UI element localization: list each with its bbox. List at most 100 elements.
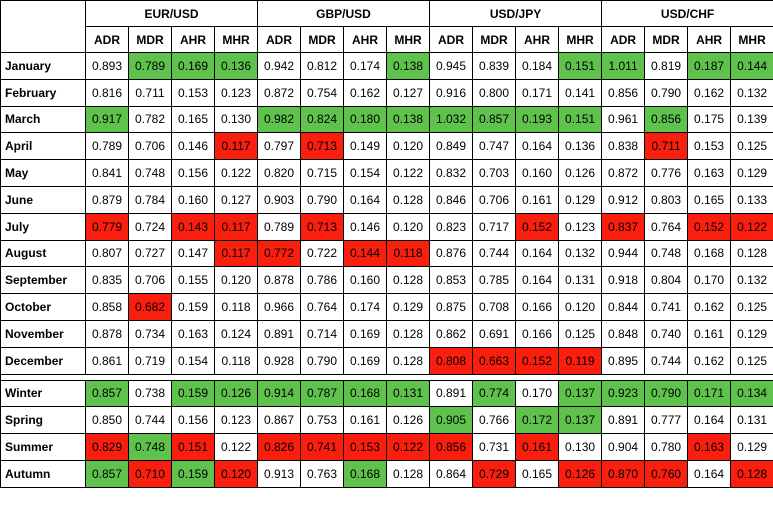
data-cell: 0.715 [301,160,344,187]
data-cell: 0.168 [344,460,387,487]
data-cell: 0.123 [559,213,602,240]
data-cell: 0.861 [86,347,129,374]
metric-header: AHR [344,27,387,53]
data-cell: 0.161 [516,434,559,461]
data-cell: 0.691 [473,320,516,347]
data-cell: 0.966 [258,294,301,321]
data-cell: 0.748 [129,434,172,461]
data-cell: 0.786 [301,267,344,294]
data-cell: 0.149 [344,133,387,160]
data-cell: 0.163 [172,320,215,347]
data-cell: 0.837 [602,213,645,240]
data-cell: 0.160 [344,267,387,294]
data-cell: 0.159 [172,380,215,407]
data-cell: 0.717 [473,213,516,240]
metric-header: ADR [258,27,301,53]
data-cell: 0.848 [602,320,645,347]
row-label: Winter [1,380,86,407]
data-cell: 0.764 [301,294,344,321]
data-cell: 0.850 [86,407,129,434]
data-cell: 0.779 [86,213,129,240]
data-cell: 0.123 [215,407,258,434]
data-cell: 0.122 [215,160,258,187]
data-cell: 0.893 [86,53,129,80]
data-cell: 0.125 [559,320,602,347]
data-cell: 0.800 [473,79,516,106]
data-cell: 0.161 [516,186,559,213]
data-cell: 0.824 [301,106,344,133]
data-cell: 0.129 [387,294,430,321]
metric-header: AHR [688,27,731,53]
data-cell: 0.144 [731,53,773,80]
data-cell: 0.872 [602,160,645,187]
data-cell: 0.174 [344,294,387,321]
data-cell: 0.727 [129,240,172,267]
data-cell: 0.891 [602,407,645,434]
data-cell: 0.131 [387,380,430,407]
row-label: June [1,186,86,213]
data-cell: 0.128 [387,267,430,294]
metric-header: MDR [129,27,172,53]
data-cell: 0.124 [215,320,258,347]
data-cell: 0.682 [129,294,172,321]
data-cell: 0.125 [731,347,773,374]
data-cell: 0.117 [215,133,258,160]
row-label: December [1,347,86,374]
data-cell: 0.159 [172,294,215,321]
data-cell: 0.153 [344,434,387,461]
row-label: Autumn [1,460,86,487]
data-cell: 0.857 [86,380,129,407]
data-cell: 0.789 [258,213,301,240]
data-cell: 0.118 [215,347,258,374]
data-cell: 0.164 [344,186,387,213]
data-cell: 0.171 [516,79,559,106]
data-cell: 0.120 [387,133,430,160]
data-cell: 0.797 [258,133,301,160]
data-cell: 0.117 [215,240,258,267]
data-cell: 0.187 [688,53,731,80]
row-label: August [1,240,86,267]
data-cell: 0.165 [172,106,215,133]
data-cell: 0.812 [301,53,344,80]
data-cell: 0.127 [215,186,258,213]
data-cell: 0.164 [688,460,731,487]
data-cell: 0.164 [516,240,559,267]
data-cell: 0.706 [129,267,172,294]
row-label: September [1,267,86,294]
data-cell: 0.122 [387,434,430,461]
data-cell: 0.119 [559,347,602,374]
data-cell: 0.129 [559,186,602,213]
data-cell: 0.138 [387,53,430,80]
data-cell: 0.864 [430,460,473,487]
data-cell: 0.184 [516,53,559,80]
data-cell: 0.146 [344,213,387,240]
metric-header: MHR [215,27,258,53]
data-cell: 0.760 [645,460,688,487]
data-cell: 0.784 [129,186,172,213]
row-label: March [1,106,86,133]
metric-header: ADR [430,27,473,53]
data-cell: 0.117 [215,213,258,240]
data-cell: 0.703 [473,160,516,187]
data-cell: 0.808 [430,347,473,374]
data-cell: 0.826 [258,434,301,461]
data-cell: 0.151 [172,434,215,461]
metric-header: ADR [86,27,129,53]
data-cell: 0.168 [688,240,731,267]
data-cell: 0.844 [602,294,645,321]
data-cell: 0.152 [688,213,731,240]
data-cell: 0.741 [301,434,344,461]
data-cell: 0.713 [301,213,344,240]
data-cell: 0.819 [645,53,688,80]
data-cell: 0.982 [258,106,301,133]
data-cell: 0.133 [731,186,773,213]
data-cell: 0.744 [129,407,172,434]
data-cell: 0.169 [344,320,387,347]
data-cell: 0.772 [258,240,301,267]
row-label: February [1,79,86,106]
data-cell: 0.763 [301,460,344,487]
data-cell: 0.891 [258,320,301,347]
metric-header: MHR [387,27,430,53]
data-cell: 0.803 [645,186,688,213]
data-cell: 0.146 [172,133,215,160]
